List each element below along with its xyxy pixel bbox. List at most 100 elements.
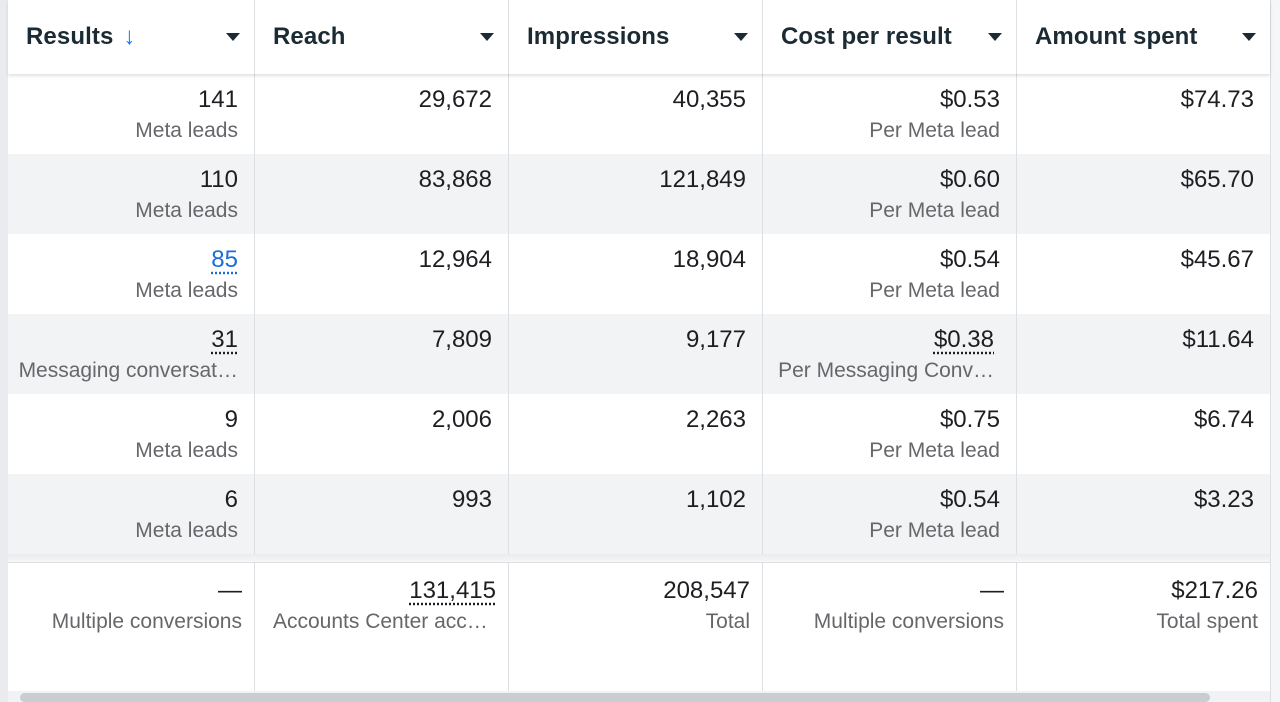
cost-type-label: Per Meta lead [869, 119, 1000, 142]
column-header-label: Amount spent [1035, 23, 1198, 50]
amount-spent-cell: $74.73 [1017, 74, 1270, 154]
horizontal-scrollbar[interactable] [8, 691, 1270, 702]
column-header-label: Results [26, 23, 114, 50]
table-row: 85 Meta leads 12,964 18,904 $0.54 Per Me… [8, 234, 1270, 314]
results-value-wrap: 31 [8, 326, 238, 354]
results-link[interactable]: 85 [211, 246, 238, 273]
result-type-label: Meta leads [135, 439, 238, 462]
result-type-label: Messaging conversat… [18, 359, 238, 382]
cost-per-result-cell: $0.54 Per Meta lead [763, 234, 1017, 314]
reach-cell: 993 [255, 474, 509, 554]
table-row: 6 Meta leads 993 1,102 $0.54 Per Meta le… [8, 474, 1270, 554]
results-value-wrap: 85 [8, 246, 238, 274]
impressions-value: 1,102 [685, 486, 746, 513]
spent-total-label: Total spent [1156, 610, 1258, 633]
spent-value: $45.67 [1180, 246, 1254, 273]
amount-spent-cell: $45.67 [1017, 234, 1270, 314]
chevron-down-icon[interactable] [1242, 33, 1256, 41]
cost-per-result-cell: $0.38 Per Messaging Conv… [763, 314, 1017, 394]
cost-value-wrap: $0.38 [763, 326, 1000, 354]
column-header-cost-per-result[interactable]: Cost per result [763, 0, 1017, 74]
column-header-amount-spent[interactable]: Amount spent [1017, 0, 1270, 74]
totals-row: — Multiple conversions 131,415 Accounts … [8, 563, 1270, 691]
reach-cell: 7,809 [255, 314, 509, 394]
impressions-cell: 2,263 [509, 394, 763, 474]
results-total-cell: — Multiple conversions [8, 563, 255, 691]
results-value: 6 [224, 486, 238, 513]
reach-total-value[interactable]: 131,415 [409, 577, 496, 604]
cost-value[interactable]: $0.38 [933, 326, 994, 353]
amount-spent-cell: $6.74 [1017, 394, 1270, 474]
arrow-down-icon: ↓ [123, 23, 136, 50]
results-cell: 110 Meta leads [8, 154, 255, 234]
left-frozen-edge [0, 0, 8, 702]
results-total-label: Multiple conversions [51, 610, 242, 633]
results-cell: 9 Meta leads [8, 394, 255, 474]
results-value: 9 [224, 406, 238, 433]
reach-cell: 83,868 [255, 154, 509, 234]
spent-value: $3.23 [1193, 486, 1254, 513]
reach-value: 12,964 [418, 246, 492, 273]
right-scroll-edge [1270, 0, 1280, 702]
cost-type-label: Per Meta lead [869, 279, 1000, 302]
impressions-cell: 40,355 [509, 74, 763, 154]
column-header-label: Impressions [527, 23, 670, 50]
cost-total-label: Multiple conversions [813, 610, 1004, 633]
impressions-total-label: Total [705, 610, 750, 633]
spent-value: $65.70 [1180, 166, 1254, 193]
spent-value: $6.74 [1193, 406, 1254, 433]
cost-type-label: Per Meta lead [869, 199, 1000, 222]
totals-divider [8, 554, 1270, 563]
chevron-down-icon[interactable] [988, 33, 1002, 41]
reach-value: 83,868 [418, 166, 492, 193]
chevron-down-icon[interactable] [734, 33, 748, 41]
results-value: 141 [197, 86, 238, 113]
table-row: 9 Meta leads 2,006 2,263 $0.75 Per Meta … [8, 394, 1270, 474]
impressions-cell: 9,177 [509, 314, 763, 394]
reach-value: 7,809 [431, 326, 492, 353]
results-cell: 6 Meta leads [8, 474, 255, 554]
table-header: Results ↓ Reach Impressions Cost per resu… [8, 0, 1270, 74]
reach-total-cell: 131,415 Accounts Center acco… [255, 563, 509, 691]
reach-cell: 2,006 [255, 394, 509, 474]
cost-type-label: Per Messaging Conv… [778, 359, 994, 382]
scrollbar-thumb[interactable] [20, 693, 1210, 702]
cost-per-result-cell: $0.54 Per Meta lead [763, 474, 1017, 554]
reach-cell: 29,672 [255, 74, 509, 154]
reach-total-wrap: 131,415 [255, 577, 496, 605]
impressions-value: 2,263 [685, 406, 746, 433]
cost-type-label: Per Meta lead [869, 439, 1000, 462]
reach-value: 29,672 [418, 86, 492, 113]
cost-per-result-cell: $0.75 Per Meta lead [763, 394, 1017, 474]
result-type-label: Meta leads [135, 279, 238, 302]
impressions-value: 9,177 [685, 326, 746, 353]
reach-value: 2,006 [431, 406, 492, 433]
result-type-label: Meta leads [135, 119, 238, 142]
table-row: 31 Messaging conversat… 7,809 9,177 $0.3… [8, 314, 1270, 394]
chevron-down-icon[interactable] [480, 33, 494, 41]
column-header-results[interactable]: Results ↓ [8, 0, 255, 74]
impressions-value: 40,355 [672, 86, 746, 113]
results-cell: 141 Meta leads [8, 74, 255, 154]
cost-type-label: Per Meta lead [869, 519, 1000, 542]
cost-value: $0.75 [939, 406, 1000, 433]
chevron-down-icon[interactable] [226, 33, 240, 41]
results-cell: 31 Messaging conversat… [8, 314, 255, 394]
results-value[interactable]: 31 [211, 326, 238, 353]
results-total-value: — [218, 577, 242, 604]
amount-spent-cell: $65.70 [1017, 154, 1270, 234]
result-type-label: Meta leads [135, 519, 238, 542]
column-header-label: Reach [273, 23, 346, 50]
amount-spent-cell: $11.64 [1017, 314, 1270, 394]
impressions-value: 18,904 [672, 246, 746, 273]
column-header-impressions[interactable]: Impressions [509, 0, 763, 74]
amount-spent-cell: $3.23 [1017, 474, 1270, 554]
column-header-reach[interactable]: Reach [255, 0, 509, 74]
impressions-value: 121,849 [659, 166, 746, 193]
cost-value: $0.54 [939, 246, 1000, 273]
spent-total-cell: $217.26 Total spent [1017, 563, 1270, 691]
spent-total-value: $217.26 [1171, 577, 1258, 604]
column-header-results-label-wrap: Results ↓ [26, 23, 226, 51]
spent-value: $11.64 [1182, 326, 1254, 353]
